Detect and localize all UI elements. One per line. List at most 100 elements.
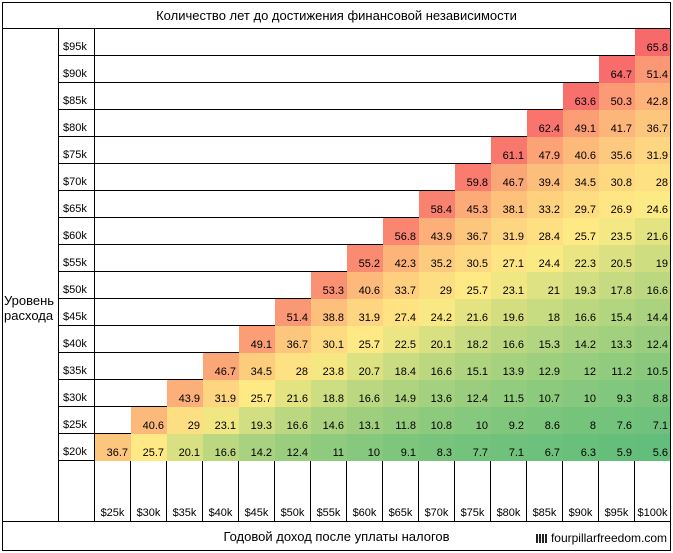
- heatmap-cell: 28.4: [527, 218, 563, 245]
- x-tick-label: $95k: [599, 461, 635, 521]
- heatmap-cell: 46.7: [491, 164, 527, 191]
- heatmap-cell: 10: [455, 407, 491, 434]
- heatmap-cell: 8: [563, 407, 599, 434]
- heatmap-cell: 30.1: [311, 326, 347, 353]
- empty-band: [95, 191, 419, 218]
- heatmap-cell: 7.1: [635, 407, 671, 434]
- y-tick-label: $55k: [59, 245, 95, 272]
- heatmap-cell: 42.3: [383, 245, 419, 272]
- heatmap-cell: 55.2: [347, 245, 383, 272]
- heatmap-cell: 15.4: [599, 299, 635, 326]
- heatmap-cell: 19.3: [563, 272, 599, 299]
- heatmap-cell: 24.2: [419, 299, 455, 326]
- empty-band: [95, 83, 563, 110]
- heatmap-cell: 24.6: [635, 191, 671, 218]
- x-tick-label: $75k: [455, 461, 491, 521]
- heatmap-cell: 18.4: [383, 353, 419, 380]
- x-label-corner: [59, 461, 95, 521]
- heatmap-cell: 34.5: [563, 164, 599, 191]
- x-tick-label: $55k: [311, 461, 347, 521]
- heatmap-cell: 34.5: [239, 353, 275, 380]
- heatmap-cell: 30.5: [455, 245, 491, 272]
- heatmap-cell: 16.6: [419, 353, 455, 380]
- heatmap-cell: 10: [347, 434, 383, 461]
- heatmap-cell: 23.5: [599, 218, 635, 245]
- heatmap-cell: 5.6: [635, 434, 671, 461]
- heatmap-cell: 16.6: [203, 434, 239, 461]
- x-tick-label: $85k: [527, 461, 563, 521]
- heatmap-cell: 12.4: [635, 326, 671, 353]
- heatmap-cell: 29: [419, 272, 455, 299]
- heatmap-cell: 19.6: [491, 299, 527, 326]
- heatmap-cell: 13.9: [491, 353, 527, 380]
- heatmap-cell: 5.9: [599, 434, 635, 461]
- y-tick-label: $70k: [59, 164, 95, 191]
- heatmap-cell: 31.9: [347, 299, 383, 326]
- heatmap-cell: 16.6: [275, 407, 311, 434]
- y-tick-label: $80k: [59, 110, 95, 137]
- heatmap-cell: 46.7: [203, 353, 239, 380]
- heatmap-cell: 9.2: [491, 407, 527, 434]
- grid-right-border: [670, 29, 671, 521]
- empty-band: [95, 137, 491, 164]
- y-tick-label: $40k: [59, 326, 95, 353]
- heatmap-cell: 42.8: [635, 83, 671, 110]
- heatmap-cell: 8.8: [635, 380, 671, 407]
- heatmap-cell: 36.7: [275, 326, 311, 353]
- heatmap-cell: 33.2: [527, 191, 563, 218]
- heatmap-cell: 43.9: [419, 218, 455, 245]
- x-tick-label: $30k: [131, 461, 167, 521]
- y-tick-label: $75k: [59, 137, 95, 164]
- heatmap-cell: 30.8: [599, 164, 635, 191]
- heatmap-cell: 10.7: [527, 380, 563, 407]
- heatmap-cell: 25.7: [131, 434, 167, 461]
- empty-band: [95, 272, 311, 299]
- heatmap-cell: 27.1: [491, 245, 527, 272]
- heatmap-cell: 23.1: [491, 272, 527, 299]
- heatmap-cell: 41.7: [599, 110, 635, 137]
- heatmap-cell: 24.4: [527, 245, 563, 272]
- heatmap-cell: 49.1: [239, 326, 275, 353]
- heatmap-cell: 29: [167, 407, 203, 434]
- heatmap-cell: 19: [635, 245, 671, 272]
- heatmap-cell: 22.3: [563, 245, 599, 272]
- y-tick-label: $25k: [59, 407, 95, 434]
- y-tick-label: $35k: [59, 353, 95, 380]
- heatmap-cell: 64.7: [599, 56, 635, 83]
- y-tick-label: $65k: [59, 191, 95, 218]
- heatmap-cell: 17.8: [599, 272, 635, 299]
- heatmap-cell: 7.1: [491, 434, 527, 461]
- empty-band: [95, 218, 383, 245]
- credit-text: fourpillarfreedom.com: [550, 531, 667, 545]
- heatmap-cell: 25.7: [563, 218, 599, 245]
- heatmap-cell: 40.6: [131, 407, 167, 434]
- logo-bars-icon: [535, 533, 547, 543]
- heatmap-cell: 28: [275, 353, 311, 380]
- y-tick-label: $45k: [59, 299, 95, 326]
- heatmap-cell: 18.8: [311, 380, 347, 407]
- x-tick-label: $65k: [383, 461, 419, 521]
- x-tick-label: $100k: [635, 461, 671, 521]
- heatmap-cell: 35.6: [599, 137, 635, 164]
- heatmap-cell: 16.6: [347, 380, 383, 407]
- heatmap-cell: 12: [563, 353, 599, 380]
- y-tick-label: $20k: [59, 434, 95, 461]
- x-tick-label: $90k: [563, 461, 599, 521]
- heatmap-cell: 28: [635, 164, 671, 191]
- heatmap-cell: 56.8: [383, 218, 419, 245]
- heatmap-cell: 12.4: [275, 434, 311, 461]
- heatmap-cell: 11.2: [599, 353, 635, 380]
- heatmap-cell: 10: [563, 380, 599, 407]
- empty-band: [95, 380, 167, 407]
- heatmap-cell: 18: [527, 299, 563, 326]
- x-tick-label: $70k: [419, 461, 455, 521]
- y-tick-label: $50k: [59, 272, 95, 299]
- heatmap-cell: 7.6: [599, 407, 635, 434]
- heatmap-cell: 38.8: [311, 299, 347, 326]
- heatmap-cell: 63.6: [563, 83, 599, 110]
- x-tick-label: $80k: [491, 461, 527, 521]
- heatmap-cell: 14.2: [239, 434, 275, 461]
- heatmap-cell: 65.8: [635, 29, 671, 56]
- heatmap-cell: 40.6: [563, 137, 599, 164]
